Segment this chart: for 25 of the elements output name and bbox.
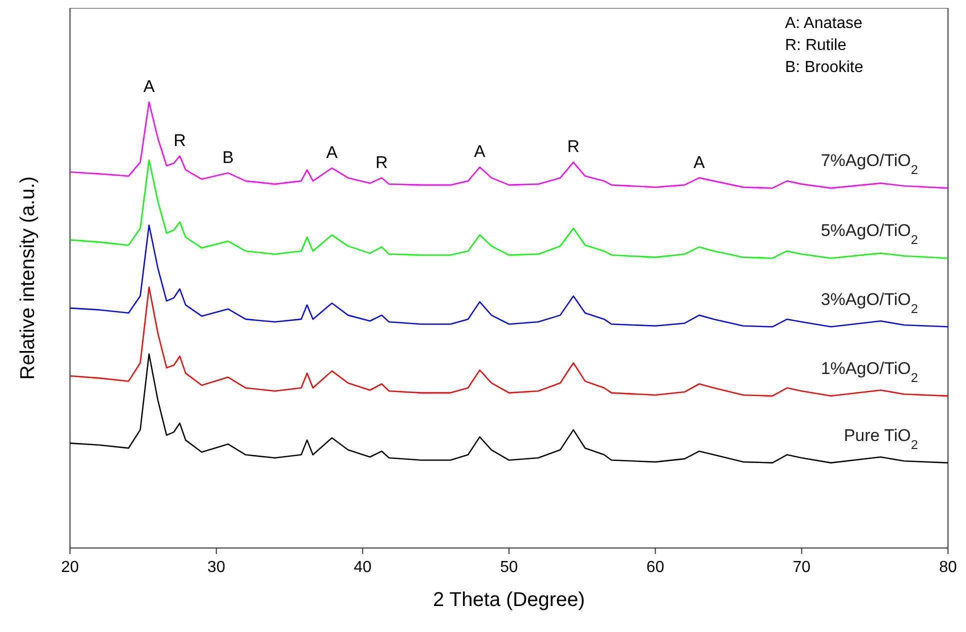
annotation: B [222, 148, 234, 167]
x-tick-label: 40 [354, 559, 372, 576]
annotation: A [143, 77, 156, 96]
x-tick-label: 20 [61, 559, 79, 576]
y-axis-title: Relative intensity (a.u.) [17, 176, 39, 380]
text: B: Brookite [785, 59, 864, 76]
x-tick-label: 70 [792, 559, 811, 576]
annotation: A [326, 143, 338, 162]
annotation: R [376, 152, 388, 172]
annotation: A [474, 142, 486, 162]
x-tick-label: 50 [500, 559, 518, 576]
series-label: 7%AgO/TiO$_{2}$ [820, 151, 918, 177]
annotation: R [567, 137, 580, 156]
x-tick-label: 30 [207, 559, 226, 576]
series-label: 1%AgO/TiO$_{2}$ [820, 358, 918, 384]
series-label: 5%AgO/TiO$_{2}$ [820, 221, 918, 247]
annotation: A [694, 152, 706, 172]
text: R: Rutile [785, 37, 846, 54]
x-tick-label: 60 [646, 559, 664, 576]
series-label: Pure TiO$_{2}$ [844, 426, 918, 452]
x-axis-title: 2 Theta (Degree) [433, 589, 585, 611]
x-tick-label: 80 [939, 559, 957, 576]
annotation: R [174, 130, 186, 150]
series-label: 3%AgO/TiO$_{2}$ [820, 290, 918, 316]
text: A: Anatase [785, 15, 862, 32]
